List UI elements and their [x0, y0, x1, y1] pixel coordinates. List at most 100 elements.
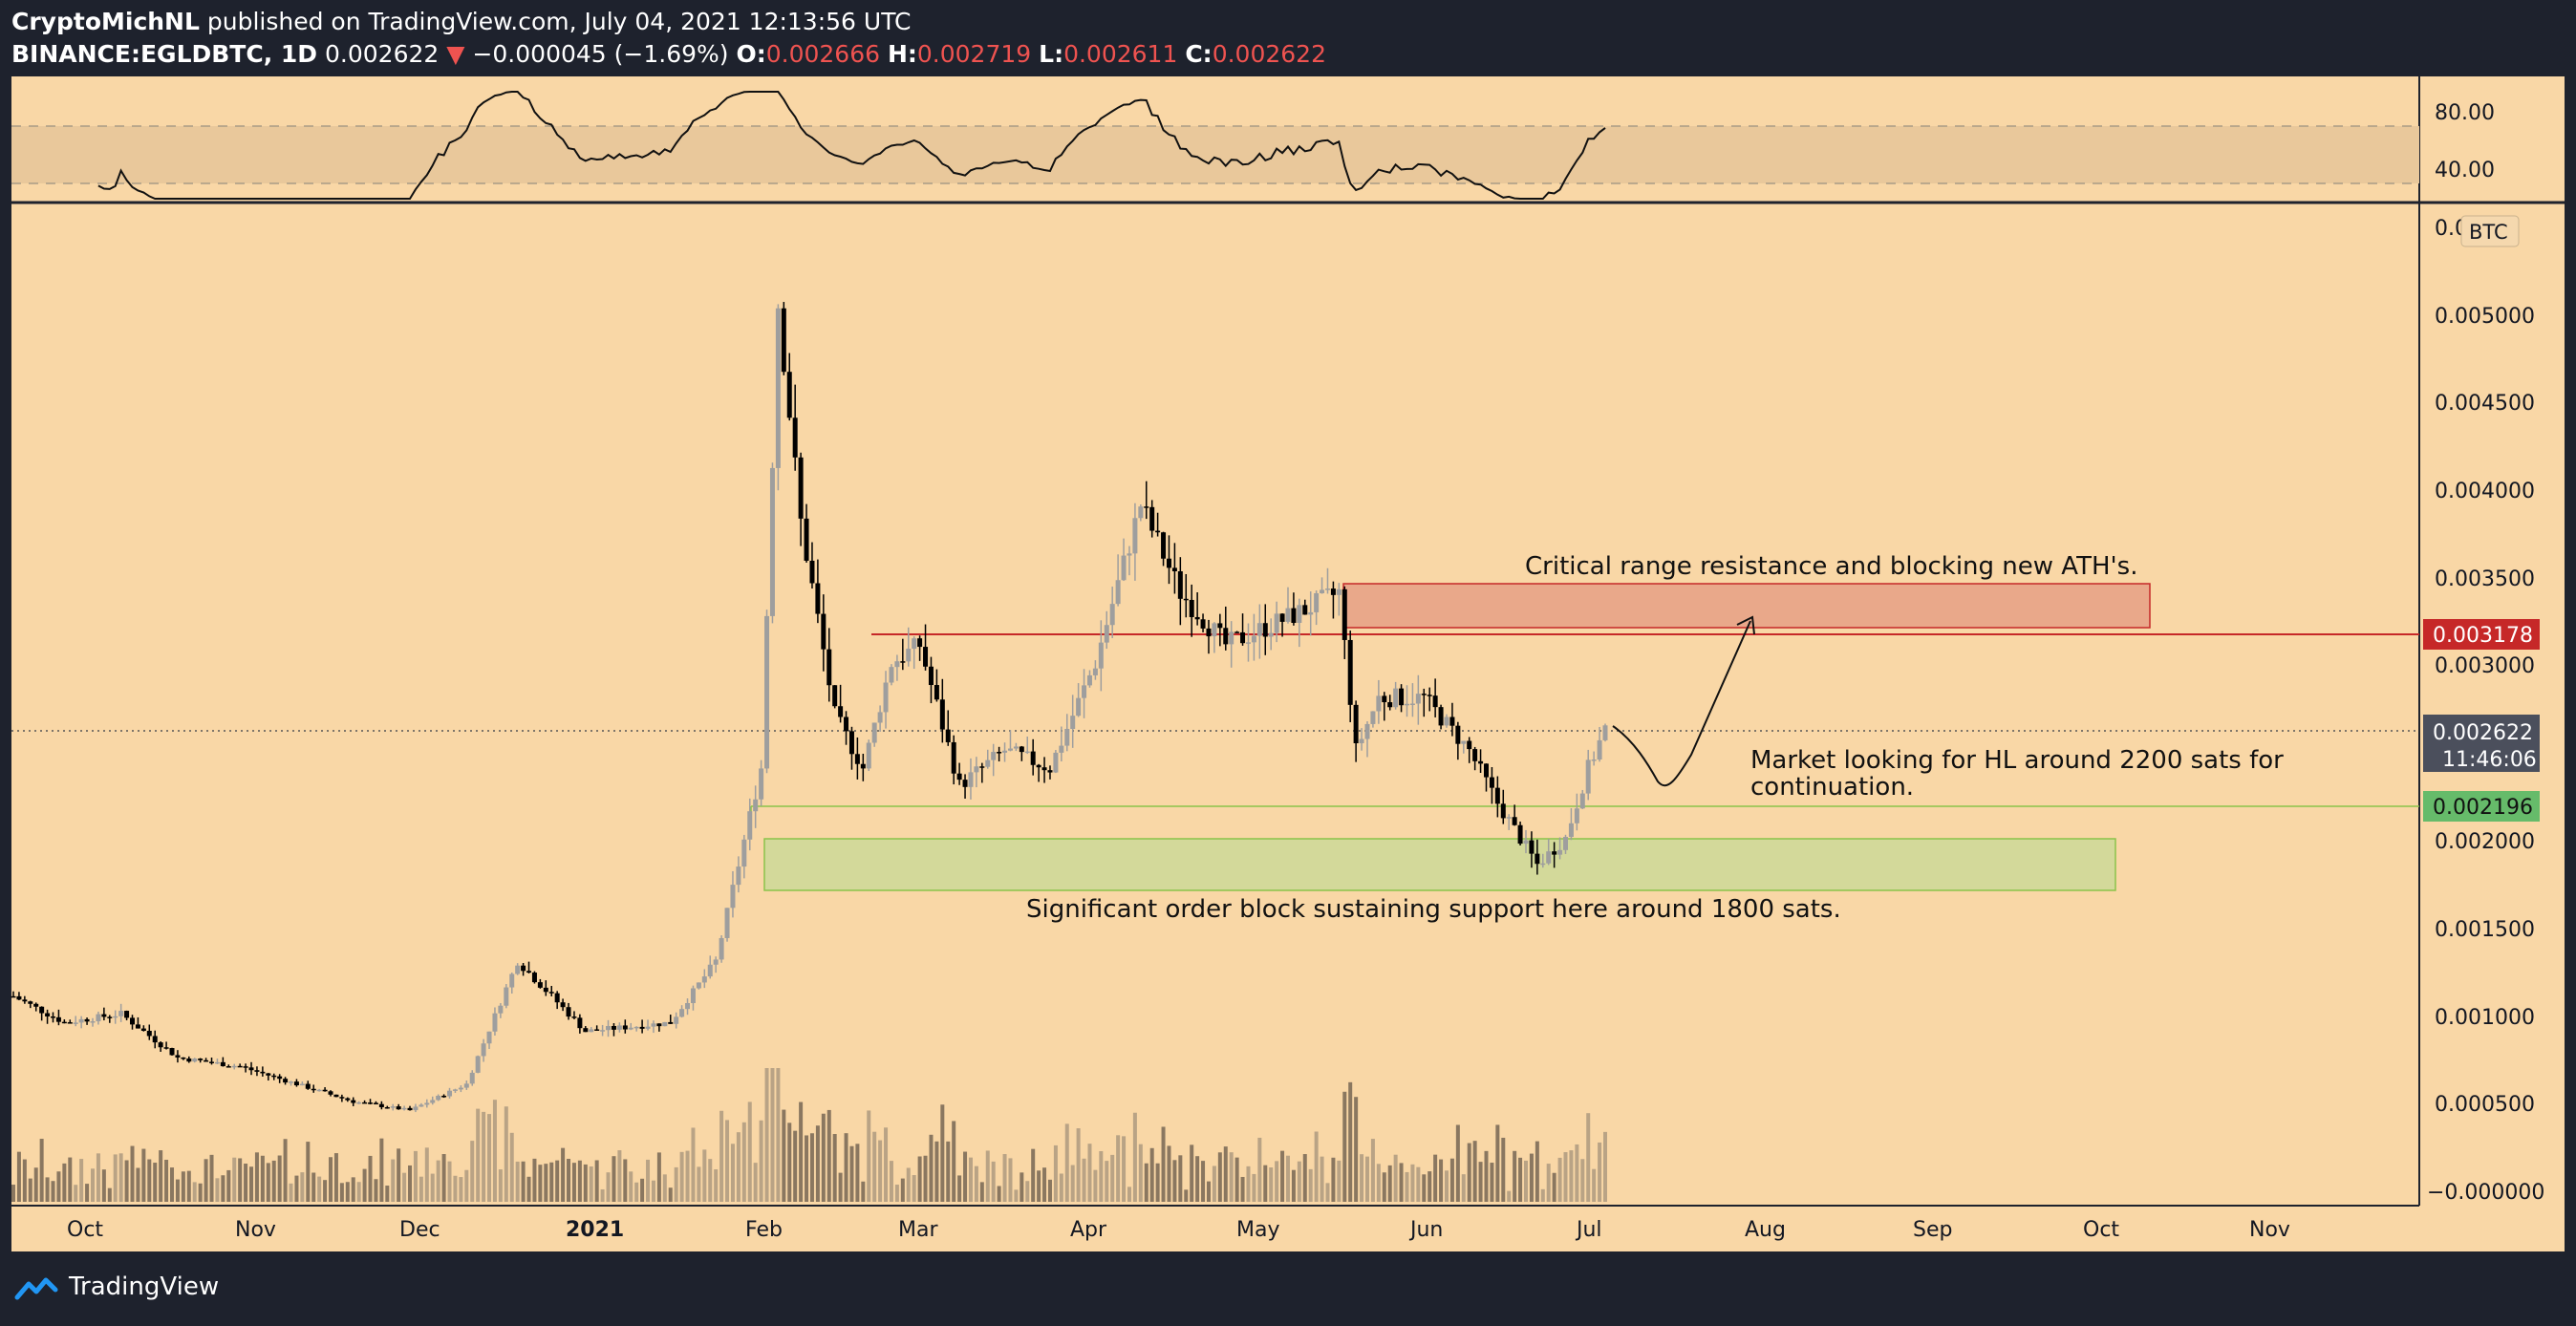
candle-body	[912, 638, 917, 650]
candle-body	[1455, 725, 1461, 744]
candle-body	[1030, 751, 1036, 765]
volume-bar	[1201, 1161, 1206, 1202]
candle-body	[583, 1028, 589, 1033]
volume-bar	[776, 1068, 781, 1202]
volume-bar	[912, 1175, 916, 1202]
y-tick: 0.001000	[2435, 1006, 2535, 1030]
volume-bar	[997, 1186, 1001, 1202]
volume-bar	[294, 1175, 299, 1202]
volume-bar	[555, 1160, 560, 1202]
volume-bar	[571, 1163, 576, 1202]
volume-bar	[289, 1183, 293, 1202]
volume-bar	[906, 1167, 911, 1202]
candle-body	[504, 987, 509, 1006]
time-axis[interactable]: Oct Nov Dec 2021 Feb Mar Apr May Jun Jul…	[67, 1218, 2290, 1242]
candle-body	[548, 992, 554, 994]
volume-bar	[1331, 1157, 1336, 1202]
volume-bar	[413, 1150, 418, 1202]
resistance-price-tag-text: 0.003178	[2433, 624, 2533, 648]
candle-body	[1415, 694, 1421, 704]
volume-bar	[1603, 1131, 1607, 1202]
y-tick: 0.000500	[2435, 1093, 2535, 1117]
support-note: Significant order block sustaining suppo…	[1026, 895, 1841, 924]
projection-arrowhead	[1736, 615, 1755, 635]
candle-body	[1240, 631, 1246, 644]
candle-body	[130, 1017, 136, 1025]
volume-bar	[1229, 1152, 1234, 1202]
candle-body	[1444, 716, 1449, 726]
candle-body	[566, 1007, 571, 1017]
candle-body	[424, 1102, 430, 1105]
candle-body	[39, 1006, 45, 1014]
volume-bar	[62, 1163, 67, 1202]
candle-body	[764, 615, 770, 769]
volume-bar	[894, 1185, 899, 1202]
candle-body	[690, 988, 696, 1004]
symbol-interval[interactable]: BINANCE:EGLDBTC, 1D	[11, 40, 318, 68]
volume-bar	[651, 1180, 655, 1202]
publish-line: CryptoMichNL published on TradingView.co…	[11, 6, 1326, 38]
volume-bar	[130, 1145, 135, 1202]
volume-bar	[1053, 1144, 1058, 1202]
candle-body	[894, 661, 900, 668]
brand-name: TradingView	[69, 1273, 220, 1301]
candle-body	[668, 1021, 674, 1024]
candle-body	[696, 982, 701, 989]
volume-bar	[476, 1108, 481, 1202]
volume-bar	[436, 1160, 440, 1202]
volume-bar	[1342, 1091, 1347, 1202]
volume-bar	[175, 1179, 180, 1202]
volume-bar	[1037, 1170, 1041, 1202]
volume-bar	[832, 1134, 837, 1202]
y-tick: 0.004000	[2435, 480, 2535, 503]
candle-body	[645, 1026, 651, 1029]
candle-body	[1506, 817, 1512, 819]
candle-body	[1330, 588, 1336, 595]
volume-bar	[526, 1176, 531, 1202]
volume-bar	[391, 1159, 396, 1202]
volume-bar	[1540, 1188, 1545, 1202]
candle-body	[917, 638, 923, 648]
tradingview-logo[interactable]: TradingView	[13, 1273, 219, 1301]
candle-body	[1076, 697, 1082, 716]
volume-bar	[1598, 1142, 1602, 1202]
volume-bar	[1099, 1150, 1104, 1202]
volume-bar	[385, 1186, 390, 1202]
candle-body	[28, 1001, 33, 1004]
volume-bar	[867, 1110, 871, 1202]
candle-body	[1546, 851, 1552, 864]
candle-body	[328, 1091, 333, 1095]
candle-body	[1059, 745, 1064, 753]
volume-bar	[917, 1156, 922, 1202]
svg-text:BTC: BTC	[2469, 221, 2508, 244]
volume-bar	[1444, 1170, 1449, 1202]
candle-body	[486, 1031, 492, 1044]
volume-bar	[323, 1180, 328, 1202]
candle-body	[1585, 759, 1591, 794]
candle-body	[413, 1106, 419, 1111]
volume-bar	[1575, 1144, 1579, 1202]
candle-body	[1291, 608, 1297, 623]
candle-body	[606, 1026, 612, 1031]
volume-bar	[379, 1138, 384, 1202]
candle-body	[96, 1014, 101, 1022]
candle-body	[832, 685, 838, 707]
volume-bar	[1246, 1166, 1251, 1202]
volume-bar	[1190, 1144, 1194, 1202]
volume-bar	[1592, 1168, 1597, 1202]
price-axis[interactable]: 0.0 BTC 0.005000 0.004500 0.004000 0.003…	[2423, 215, 2544, 1205]
candle-body	[509, 973, 515, 988]
candle-body	[231, 1065, 237, 1068]
volume-bar	[821, 1113, 826, 1202]
author-name[interactable]: CryptoMichNL	[11, 8, 200, 35]
volume-bar	[333, 1153, 338, 1202]
candle-body	[1245, 642, 1251, 644]
candle-body	[939, 699, 945, 730]
candle-body	[186, 1059, 192, 1062]
candle-body	[1324, 588, 1330, 590]
volume-bar	[809, 1133, 814, 1202]
volume-bar	[764, 1068, 769, 1202]
volume-bar	[1269, 1166, 1274, 1202]
candle-body	[16, 995, 22, 1000]
candle-body	[458, 1087, 463, 1090]
